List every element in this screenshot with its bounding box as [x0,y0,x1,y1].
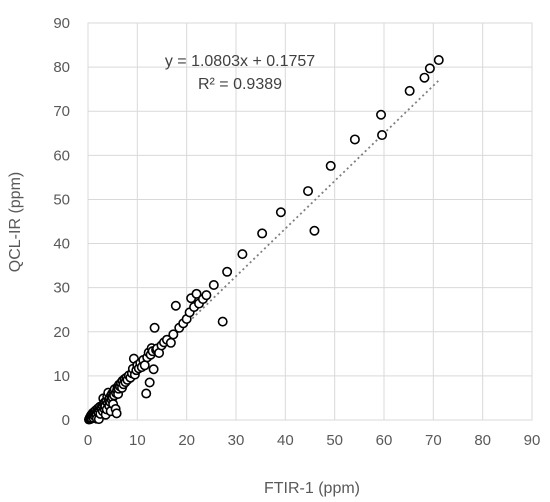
x-tick-label: 30 [228,432,245,449]
data-point [349,134,360,145]
data-point [419,72,430,83]
y-tick-label: 90 [53,15,70,32]
data-point [191,288,202,299]
x-tick-label: 10 [129,432,146,449]
grid [87,22,533,421]
x-tick-label: 20 [178,432,195,449]
data-point [149,322,160,333]
data-point [275,207,286,218]
y-tick-label: 80 [53,59,70,76]
data-point [377,130,388,141]
y-tick-label: 70 [53,103,70,120]
trendline-equation: y = 1.0803x + 0.1757 [165,53,315,70]
y-tick-label: 30 [53,280,70,297]
data-point [141,388,152,399]
tick-labels: 0 10 20 30 40 50 60 70 80 90 0 10 20 30 40 50 60 70 80 90 [53,15,540,449]
y-tick-label: 10 [53,368,70,385]
x-axis-title: FTIR-1 (ppm) [264,480,360,497]
y-axis-title: QCL-IR (ppm) [7,172,24,272]
r-squared-label: R² = 0.9389 [198,76,282,93]
plot-border [87,22,533,421]
data-point [433,55,444,66]
data-point [148,364,159,375]
data-point [222,266,233,277]
data-point [424,63,435,74]
y-tick-label: 40 [53,236,70,253]
data-point [165,337,176,348]
data-point [144,377,155,388]
data-points [83,55,444,425]
x-tick-label: 90 [524,432,541,449]
y-tick-label: 50 [53,191,70,208]
data-point [168,329,179,340]
y-tick-label: 20 [53,324,70,341]
data-point [404,85,415,96]
data-point [237,249,248,260]
data-point [170,300,181,311]
x-tick-label: 80 [474,432,491,449]
data-point [111,408,122,419]
data-point [139,360,150,371]
x-tick-label: 50 [326,432,343,449]
data-point [257,228,268,239]
data-point [217,316,228,327]
x-tick-label: 70 [425,432,442,449]
data-point [309,225,320,236]
x-tick-label: 0 [84,432,92,449]
y-tick-label: 0 [62,412,70,429]
data-point [201,290,212,301]
data-point [325,160,336,171]
y-tick-label: 60 [53,147,70,164]
x-tick-label: 60 [376,432,393,449]
data-point [208,280,219,291]
data-point [376,109,387,120]
x-tick-label: 40 [277,432,294,449]
data-point [303,186,314,197]
